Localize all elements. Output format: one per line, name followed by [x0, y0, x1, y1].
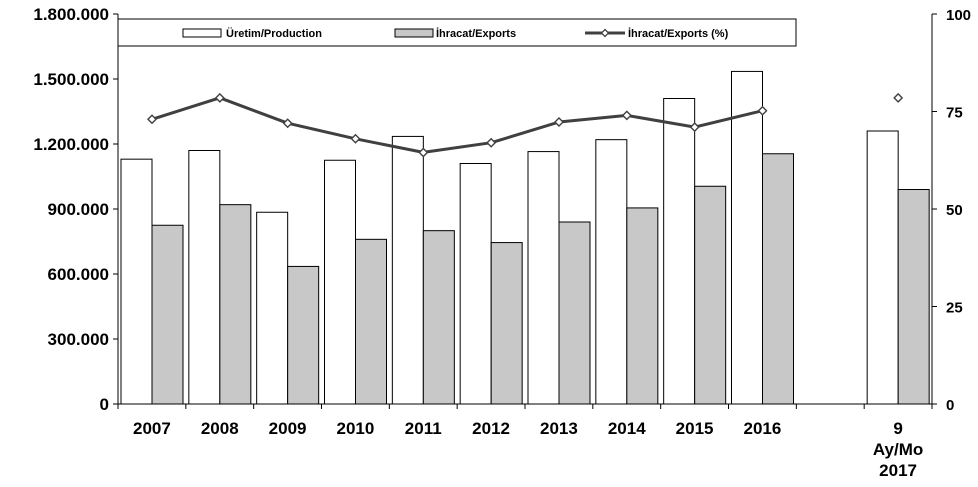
left-tick-label-6: 1.800.000	[33, 5, 109, 24]
x-tick-label-4: 2011	[405, 419, 442, 438]
x-tick-label-7: 2014	[608, 419, 646, 438]
left-tick-label-4: 1.200.000	[33, 135, 109, 154]
bar-production-0	[120, 158, 153, 405]
x-tick-label-11-line-0: 9	[893, 419, 902, 438]
point-exports-pct-11	[893, 92, 904, 103]
point-exports-pct-9	[757, 105, 768, 116]
x-tick-label-9: 2016	[744, 419, 782, 438]
bar-production-8	[663, 98, 696, 405]
bar-production-7	[595, 139, 628, 405]
left-tick-label-1: 300.000	[48, 330, 109, 349]
left-tick-label-2: 600.000	[48, 265, 109, 284]
legend-marker-exports-pct	[600, 28, 610, 38]
bar-production-6	[527, 151, 560, 405]
legend-swatch-exports	[394, 28, 434, 38]
x-tick-label-8-line-0: 2015	[676, 419, 714, 438]
bar-exports-0	[151, 224, 184, 405]
left-tick-label-0: 0	[100, 395, 109, 414]
point-exports-pct-2	[282, 118, 293, 129]
right-tick-label-0: 0	[946, 397, 954, 414]
bar-exports-4	[422, 230, 455, 405]
x-tick-label-1: 2008	[201, 419, 239, 438]
line-exports-pct-segment-0	[151, 96, 763, 154]
bar-exports-1	[219, 204, 252, 405]
x-tick-label-5-line-0: 2012	[472, 419, 510, 438]
left-tick-label-5: 1.500.000	[33, 70, 109, 89]
bar-exports-11	[897, 189, 930, 405]
legend-label-exports-pct: İhracat/Exports (%)	[628, 27, 729, 40]
bar-exports-7	[626, 207, 659, 405]
x-tick-label-2-line-0: 2009	[269, 419, 307, 438]
x-tick-label-7-line-0: 2014	[608, 419, 646, 438]
bar-production-2	[256, 211, 289, 405]
right-tick-label-3: 75	[946, 105, 963, 122]
right-tick-label-2: 50	[946, 202, 963, 219]
x-tick-label-3: 2010	[337, 419, 375, 438]
x-tick-label-2: 2009	[269, 419, 307, 438]
point-exports-pct-4	[418, 147, 429, 158]
bar-exports-9	[762, 153, 794, 405]
right-tick-label-1: 25	[946, 300, 963, 317]
legend: Üretim/Production İhracat/Exports İhraca…	[117, 18, 797, 47]
x-tick-label-3-line-0: 2010	[337, 419, 375, 438]
point-exports-pct-0	[147, 114, 157, 125]
point-exports-pct-6	[554, 117, 564, 128]
x-tick-label-9-line-0: 2016	[744, 419, 782, 438]
line-layer	[147, 92, 904, 158]
x-tick-label-0: 2007	[133, 419, 171, 438]
left-tick-label-3: 900.000	[48, 200, 109, 219]
bar-exports-8	[694, 185, 727, 405]
point-exports-pct-3	[350, 133, 361, 144]
bar-production-5	[459, 163, 492, 405]
bar-exports-3	[355, 238, 387, 405]
point-exports-pct-8	[689, 122, 700, 133]
x-tick-label-6-line-0: 2013	[540, 419, 578, 438]
legend-label-production: Üretim/Production	[226, 27, 322, 40]
point-exports-pct-1	[214, 92, 225, 103]
x-tick-label-8: 2015	[676, 419, 714, 438]
bar-production-4	[391, 135, 424, 405]
x-tick-label-6: 2013	[540, 419, 578, 438]
x-tick-label-4-line-0: 2011	[405, 419, 442, 438]
point-exports-pct-5	[486, 137, 497, 148]
point-exports-pct-7	[621, 110, 632, 121]
bar-production-3	[324, 159, 356, 405]
bars-layer	[120, 70, 930, 405]
x-tick-label-5: 2012	[472, 419, 510, 438]
x-tick-label-11: 9 Ay/Mo 2017	[873, 419, 923, 480]
x-tick-label-0-line-0: 2007	[133, 419, 171, 438]
x-tick-label-1-line-0: 2008	[201, 419, 239, 438]
bar-production-1	[188, 150, 221, 405]
bar-exports-2	[287, 265, 320, 405]
bar-production-11	[866, 130, 899, 405]
right-tick-label-4: 100	[946, 7, 971, 24]
bar-exports-6	[558, 221, 591, 405]
x-tick-label-11-line-2: 2017	[879, 461, 917, 480]
axes-layer: 0 300.000 600.000 900.000 1.200.000 1.500.000…	[33, 5, 971, 480]
bar-production-9	[731, 70, 763, 405]
legend-swatch-production	[182, 28, 222, 38]
bar-exports-5	[490, 242, 523, 405]
legend-box	[117, 18, 797, 47]
legend-label-exports: İhracat/Exports	[436, 27, 516, 40]
x-tick-label-11-line-1: Ay/Mo	[873, 440, 923, 459]
